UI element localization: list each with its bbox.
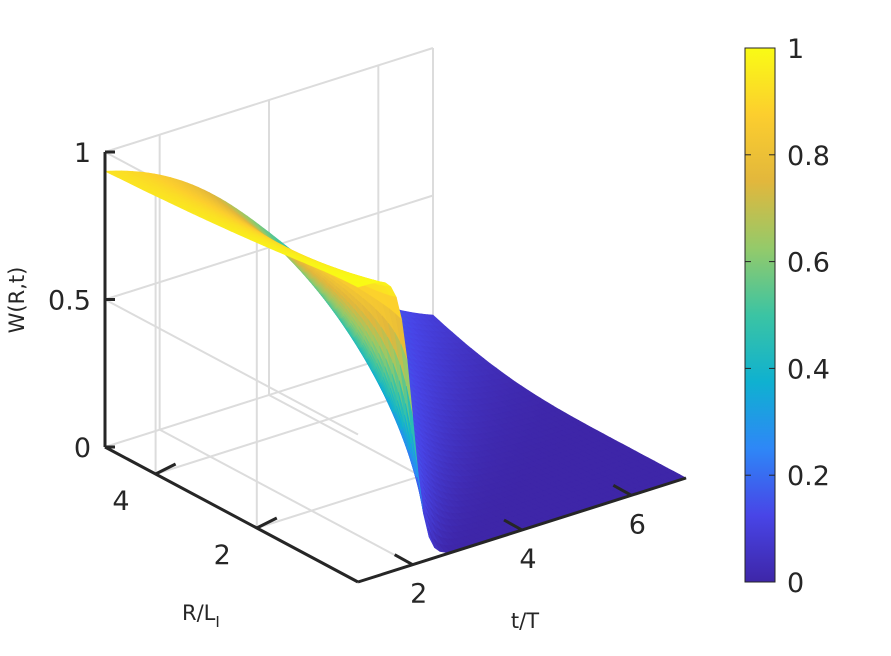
colorbar-tick-label: 0.8 (787, 141, 830, 172)
y-tick-label: 2 (214, 540, 231, 571)
colorbar-tick-label: 0 (787, 568, 804, 599)
z-tick-label: 0 (74, 433, 91, 464)
z-tick-label: 0.5 (48, 286, 91, 317)
colorbar (744, 47, 776, 583)
x-axis-label: t/T (511, 609, 539, 633)
y-tick-mark (256, 516, 278, 530)
colorbar-tick-label: 0.2 (787, 461, 830, 492)
y-axis-label-main: R/L (182, 601, 216, 625)
grid-line (104, 298, 359, 436)
z-tick-label: 1 (74, 138, 91, 169)
x-tick-mark (393, 553, 414, 566)
colorbar-tick-label: 0.6 (787, 248, 830, 279)
x-tick-label: 4 (519, 544, 536, 575)
grid-line (104, 47, 434, 153)
y-axis-line (104, 445, 359, 584)
z-axis-label: W(R,t) (5, 267, 29, 334)
y-tick-mark (154, 462, 177, 476)
y-axis-label-sub: I (215, 613, 219, 631)
colorbar-tick-label: 0.4 (787, 354, 830, 385)
surface (104, 170, 687, 553)
axes (103, 150, 687, 584)
colorbar-ticks: 0 0.2 0.4 0.6 0.8 1 (745, 34, 830, 599)
x-tick-mark (612, 484, 633, 497)
y-axis-label: R/LI (182, 601, 220, 631)
tick-labels: 0 0.5 1 2 4 2 4 6 (48, 138, 646, 610)
x-tick-mark (503, 518, 523, 532)
x-tick-label: 6 (629, 509, 646, 540)
colorbar-tick-label: 1 (787, 34, 804, 65)
grid-line (159, 428, 414, 566)
x-tick-label: 2 (410, 579, 427, 610)
y-tick-label: 4 (112, 486, 129, 517)
